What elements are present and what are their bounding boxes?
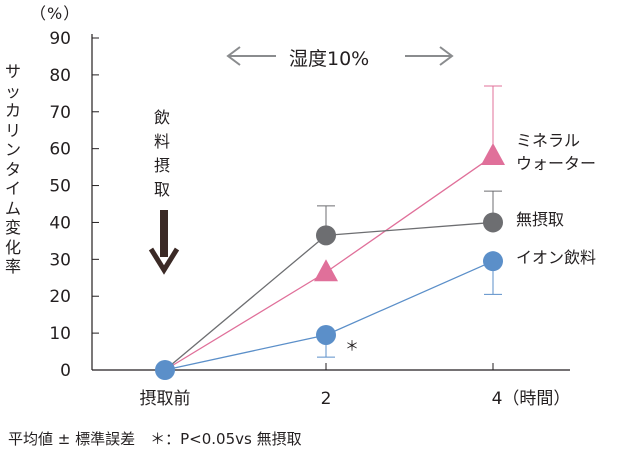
x-tick-label: 2 [321, 389, 332, 409]
data-point-circle [483, 251, 503, 272]
axes [91, 34, 570, 371]
y-tick-label: 70 [49, 103, 71, 123]
x-ticks: 摂取前 2 4（時間） [140, 363, 571, 409]
humidity-label: 湿度10% [289, 48, 370, 70]
y-tick-label: 40 [49, 213, 71, 233]
arrow-right-icon [439, 46, 454, 66]
legend-ion-drink: イオン飲料 [516, 248, 597, 267]
intake-arrow-shaft [160, 210, 168, 257]
data-point-triangle [314, 259, 338, 282]
data-point-circle [155, 360, 175, 380]
error-bars [317, 85, 502, 358]
data-point-circle [316, 324, 336, 345]
x-tick-label: 摂取前 [140, 389, 191, 409]
arrow-down-icon [148, 247, 180, 275]
humidity-arrows [226, 46, 454, 66]
x-tick-label: 4（時間） [492, 389, 571, 409]
y-tick-label: 0 [60, 361, 71, 381]
data-point-triangle [481, 143, 505, 166]
intake-arrow-icon [148, 210, 180, 275]
y-tick-label: 80 [49, 66, 71, 86]
data-point-circle [316, 225, 336, 246]
y-axis-label: サッカリンタイム変化率 [4, 62, 21, 276]
significance-mark: ＊ [345, 339, 359, 355]
y-tick-label: 30 [49, 250, 71, 270]
y-tick-label: 10 [49, 324, 71, 344]
y-ticks: 0 10 20 30 40 50 60 70 80 90 [49, 29, 99, 381]
y-tick-label: 50 [49, 177, 71, 197]
legend-no-intake: 無摂取 [516, 210, 565, 229]
intake-label: 飲料摂取 [153, 108, 170, 199]
y-tick-label: 20 [49, 287, 71, 307]
series-markers [155, 143, 505, 380]
footnote: 平均値 ± 標準誤差 ＊：P<0.05vs 無摂取 [8, 430, 302, 448]
legend-mineral-water: ミネラル ウォーター [516, 131, 597, 173]
data-point-circle [483, 212, 503, 233]
arrow-left-icon [226, 46, 241, 66]
y-tick-label: 90 [49, 29, 71, 49]
y-tick-label: 60 [49, 140, 71, 160]
y-unit-label: （%） [30, 4, 81, 23]
